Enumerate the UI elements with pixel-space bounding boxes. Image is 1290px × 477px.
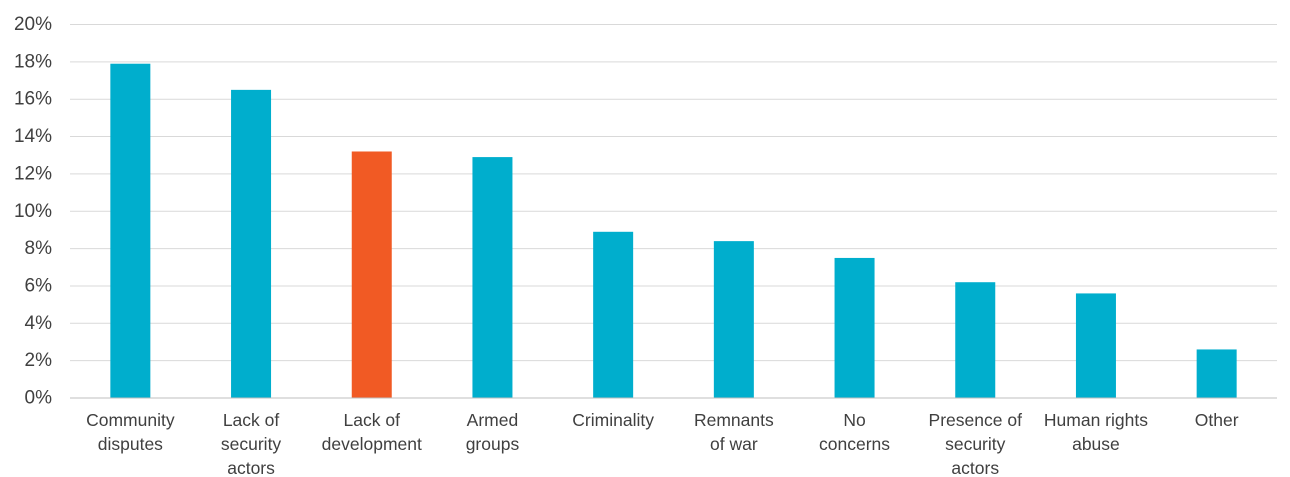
x-tick-label-line: Human rights [1044,410,1148,430]
y-tick-label: 20% [14,14,52,35]
x-tick-label-line: Other [1195,410,1239,430]
y-tick-label: 2% [25,350,53,371]
x-tick-label-line: concerns [819,434,890,454]
y-tick-label: 14% [14,126,52,147]
bar [1196,349,1237,398]
x-tick-label-line: security [945,434,1006,454]
bar [231,89,272,399]
x-tick-label: No concerns [819,410,890,454]
y-tick-label: 6% [25,275,53,296]
x-tick-label: Remnants of war [694,410,774,454]
y-tick-label: 12% [14,163,52,184]
x-tick-label: Criminality [572,410,654,430]
bars [110,63,1237,399]
x-tick-label-line: Lack of [344,410,401,430]
x-tick-label-line: Remnants [694,410,774,430]
y-axis-tick-labels: 0% 2% 4% 6% 8% 10% 12% 14% 16% 18% 20% [14,14,52,409]
y-tick-label: 18% [14,51,52,72]
bar [1075,293,1116,398]
x-tick-label: Lack of security actors [221,410,282,477]
x-tick-label-line: Criminality [572,410,654,430]
x-tick-label-line: No [843,410,865,430]
y-tick-label: 0% [25,388,53,409]
x-tick-label-line: actors [951,458,999,477]
bar [351,151,392,398]
x-tick-label-line: development [322,434,422,454]
x-tick-label-line: Lack of [223,410,280,430]
x-tick-label: Lack of development [322,410,422,454]
x-tick-label-line: Presence of [929,410,1023,430]
y-tick-label: 8% [25,238,53,259]
x-tick-label: Community disputes [86,410,175,454]
x-tick-label-line: abuse [1072,434,1120,454]
x-tick-label-line: Armed [467,410,519,430]
x-tick-label-line: groups [466,434,520,454]
x-tick-label: Human rights abuse [1044,410,1148,454]
bar [834,257,875,398]
bar [955,282,996,398]
x-tick-label-line: security [221,434,282,454]
gridlines [70,24,1277,362]
bar [110,63,151,398]
y-tick-label: 4% [25,313,53,334]
x-tick-label-line: disputes [98,434,163,454]
y-tick-label: 10% [14,201,52,222]
x-tick-label: Armed groups [466,410,520,454]
bar [713,241,754,398]
x-tick-label-line: actors [227,458,275,477]
x-tick-label: Presence of security actors [929,410,1023,477]
x-tick-label: Other [1195,410,1239,430]
bar [593,231,634,398]
x-tick-label-line: of war [710,434,758,454]
bar [472,157,513,398]
y-tick-label: 16% [14,89,52,110]
x-tick-label-line: Community [86,410,175,430]
